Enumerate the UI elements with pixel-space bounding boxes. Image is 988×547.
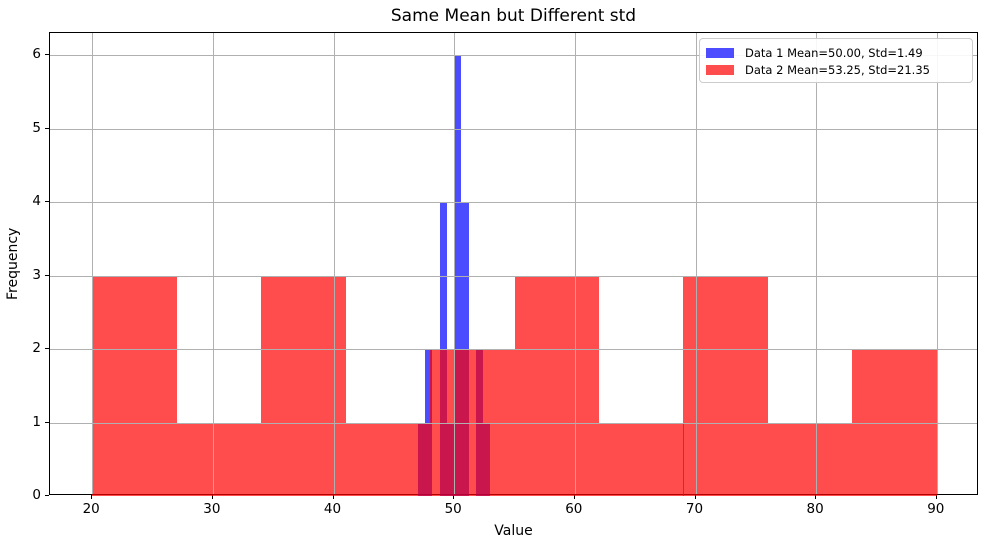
x-tick-mark	[694, 495, 696, 499]
x-tick-label: 20	[82, 501, 100, 517]
gridline-vertical	[92, 33, 94, 494]
x-tick-mark	[453, 495, 455, 499]
histogram-bar-data2	[261, 275, 346, 496]
y-tick-label: 0	[32, 487, 41, 503]
histogram-bar-data2	[514, 275, 599, 496]
legend-row-data1: Data 1 Mean=50.00, Std=1.49	[706, 45, 964, 60]
gridline-horizontal	[50, 422, 977, 424]
gridline-horizontal	[50, 349, 977, 350]
legend: Data 1 Mean=50.00, Std=1.49 Data 2 Mean=…	[699, 38, 973, 83]
x-tick-mark	[573, 495, 575, 499]
x-tick-mark	[815, 495, 817, 499]
histogram-bar-data2	[683, 275, 768, 496]
y-tick-label: 3	[32, 266, 41, 283]
histogram-bar-data2	[176, 422, 262, 496]
x-tick-label: 60	[565, 501, 583, 517]
plot-area	[49, 32, 978, 496]
x-tick-label: 70	[685, 501, 704, 517]
gridline-vertical	[695, 33, 697, 494]
y-tick-mark	[45, 421, 49, 423]
series-layer-data2	[50, 33, 977, 496]
gridline-vertical	[333, 33, 335, 494]
legend-swatch-data2	[706, 64, 734, 75]
y-tick-mark	[45, 127, 49, 129]
gridline-horizontal	[50, 128, 977, 130]
gridline-horizontal	[50, 275, 977, 277]
y-tick-mark	[45, 348, 49, 349]
gridline-vertical	[454, 33, 456, 494]
gridline-vertical	[574, 33, 576, 494]
histogram-bar-data2	[767, 422, 853, 496]
x-tick-mark	[332, 495, 334, 499]
y-tick-mark	[45, 274, 49, 276]
grid-layer	[50, 33, 977, 494]
y-tick-mark	[45, 495, 49, 496]
x-tick-label: 50	[444, 501, 462, 517]
x-tick-label: 30	[203, 501, 221, 517]
gridline-vertical	[212, 33, 214, 494]
gridline-vertical	[936, 33, 938, 494]
histogram-bar-data2	[92, 275, 177, 496]
x-tick-label: 80	[806, 501, 824, 517]
histogram-bar-data2	[345, 422, 431, 496]
gridline-horizontal	[50, 202, 977, 203]
y-tick-label: 6	[32, 46, 41, 62]
x-tick-label: 40	[323, 501, 342, 517]
x-axis-label: Value	[494, 523, 533, 539]
legend-label-data2: Data 2 Mean=53.25, Std=21.35	[745, 62, 930, 77]
y-tick-mark	[45, 201, 49, 202]
x-tick-mark	[91, 495, 93, 499]
y-tick-mark	[45, 54, 49, 55]
y-tick-label: 2	[32, 340, 41, 356]
chart-title: Same Mean but Different std	[390, 6, 637, 26]
legend-row-data2: Data 2 Mean=53.25, Std=21.35	[706, 62, 964, 77]
gridline-vertical	[816, 33, 818, 494]
legend-label-data1: Data 1 Mean=50.00, Std=1.49	[745, 45, 923, 60]
histogram-bar-data2	[599, 422, 684, 496]
gridline-horizontal	[50, 55, 977, 56]
y-tick-label: 5	[32, 119, 41, 136]
y-tick-label: 1	[32, 413, 41, 430]
legend-swatch-data1	[706, 47, 734, 58]
y-axis-label: Frequency	[5, 227, 21, 300]
x-tick-label: 90	[927, 501, 945, 517]
x-tick-mark	[935, 495, 937, 499]
x-tick-mark	[211, 495, 213, 499]
y-tick-label: 4	[32, 193, 41, 209]
